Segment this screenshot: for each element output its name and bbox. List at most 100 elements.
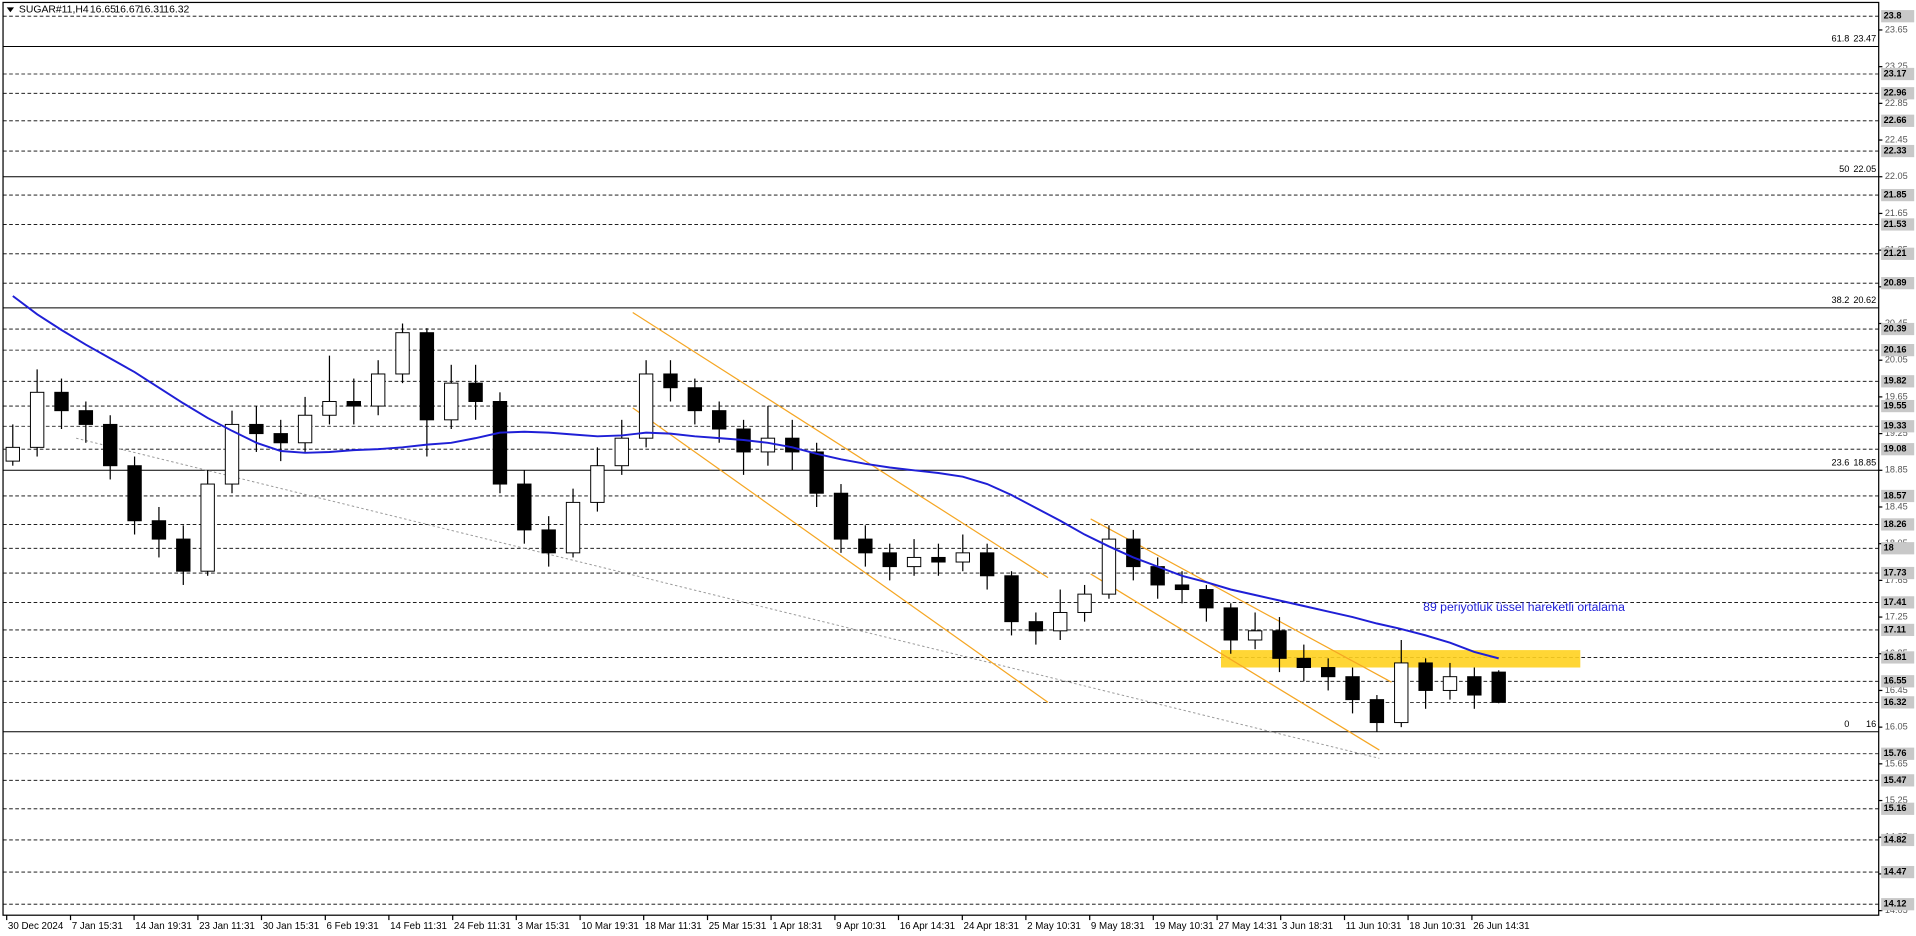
channel-line [1090, 518, 1392, 683]
candle-body [1077, 593, 1092, 613]
candle-body [565, 501, 581, 554]
level-label: 16.55 [1884, 676, 1907, 686]
level-label: 15.47 [1884, 775, 1907, 785]
channel-line [632, 407, 1049, 703]
candle-body [29, 391, 45, 448]
fib-value: 22.05 [1853, 164, 1876, 174]
x-tick-label: 23 Jan 11:31 [199, 921, 255, 932]
level-label-box [1881, 399, 1915, 413]
candle-body [127, 465, 142, 522]
level-label-box [1881, 542, 1915, 555]
level-label: 17.73 [1884, 567, 1907, 577]
trendline [75, 437, 1380, 759]
level-label: 18.26 [1884, 519, 1907, 529]
y-tick-label: 15.65 [1885, 758, 1908, 768]
candle-body [1272, 630, 1287, 659]
fib-ratio: 61.8 [1832, 34, 1850, 44]
candle-body [785, 437, 800, 453]
level-label-box [1881, 188, 1915, 202]
x-tick-label: 25 Mar 15:31 [709, 921, 767, 932]
level-label: 18 [1884, 543, 1894, 553]
header-high: 16.67 [114, 5, 140, 16]
y-tick-label: 16.05 [1885, 722, 1908, 732]
y-tick-label: 19.25 [1885, 428, 1908, 438]
candle-body [370, 373, 386, 407]
candle-body [979, 552, 995, 577]
level-label-box [1881, 144, 1915, 158]
level-label-box [1881, 802, 1915, 815]
candle-body [1418, 662, 1433, 691]
level-label-box [1881, 277, 1915, 290]
candle-body [1101, 538, 1117, 595]
level-label: 19.33 [1884, 421, 1907, 431]
candle-body [687, 387, 703, 412]
x-tick-label: 27 May 14:31 [1218, 921, 1277, 932]
level-label: 20.16 [1884, 345, 1907, 355]
candle-body [858, 538, 873, 554]
candle-body [760, 437, 776, 453]
level-label-box [1881, 898, 1915, 911]
candle-body [78, 410, 94, 425]
level-label: 23.17 [1884, 68, 1907, 78]
level-label-box [1881, 865, 1915, 879]
candle-body [346, 401, 361, 407]
candle-body [103, 423, 118, 467]
candle-body [492, 401, 508, 485]
level-label-box [1881, 443, 1915, 456]
level-label-box [1881, 420, 1915, 433]
level-label-box [1881, 375, 1915, 388]
candle-body [809, 451, 824, 494]
level-label-box [1881, 623, 1915, 637]
candle-body [1442, 676, 1458, 691]
y-tick-label: 22.45 [1885, 134, 1908, 144]
candle-body [906, 556, 922, 568]
candle-body [833, 492, 849, 540]
level-label-box [1881, 596, 1915, 609]
candle-body [1247, 630, 1263, 641]
level-label: 16.32 [1884, 697, 1907, 707]
level-label: 20.89 [1884, 278, 1907, 288]
candle-body [5, 446, 20, 462]
candle-body [1004, 575, 1019, 623]
candle-body [273, 433, 288, 444]
level-label: 19.82 [1884, 376, 1907, 386]
level-label: 19.08 [1884, 444, 1907, 454]
x-tick-label: 7 Jan 15:31 [72, 921, 123, 932]
x-tick-label: 18 Jun 10:31 [1409, 921, 1465, 932]
level-label-box [1881, 518, 1915, 531]
x-tick-label: 24 Apr 18:31 [964, 921, 1019, 932]
level-label-box [1881, 344, 1915, 357]
y-tick-label: 17.65 [1885, 575, 1908, 585]
y-tick-label: 18.45 [1885, 501, 1908, 511]
level-label-box [1881, 747, 1915, 760]
candle-body [1345, 676, 1360, 701]
candle-body [614, 437, 629, 467]
candle-body [663, 373, 678, 389]
fib-value: 20.62 [1853, 295, 1876, 305]
candle-body [1467, 676, 1482, 696]
level-label-box [1881, 114, 1915, 127]
x-tick-label: 9 May 18:31 [1091, 921, 1145, 932]
candle-body [419, 332, 435, 421]
level-label: 18.57 [1884, 490, 1907, 500]
x-tick-label: 2 May 10:31 [1027, 921, 1081, 932]
candle-body [882, 552, 897, 568]
level-label-box [1881, 87, 1915, 100]
candle-body [517, 483, 532, 531]
level-label: 16.81 [1884, 652, 1907, 662]
channel-line [1090, 573, 1380, 751]
header-arrow [6, 7, 15, 13]
level-label: 15.16 [1884, 803, 1907, 813]
level-label-box [1881, 10, 1915, 23]
level-label: 17.11 [1884, 624, 1906, 634]
ema-line [12, 295, 1499, 660]
level-label-box [1881, 696, 1915, 709]
candle-body [176, 538, 191, 572]
level-label: 22.96 [1884, 88, 1907, 98]
header-close: 16.32 [163, 5, 189, 16]
level-label: 17.41 [1884, 597, 1907, 607]
level-label-box [1881, 67, 1915, 81]
level-label-box [1881, 489, 1915, 503]
